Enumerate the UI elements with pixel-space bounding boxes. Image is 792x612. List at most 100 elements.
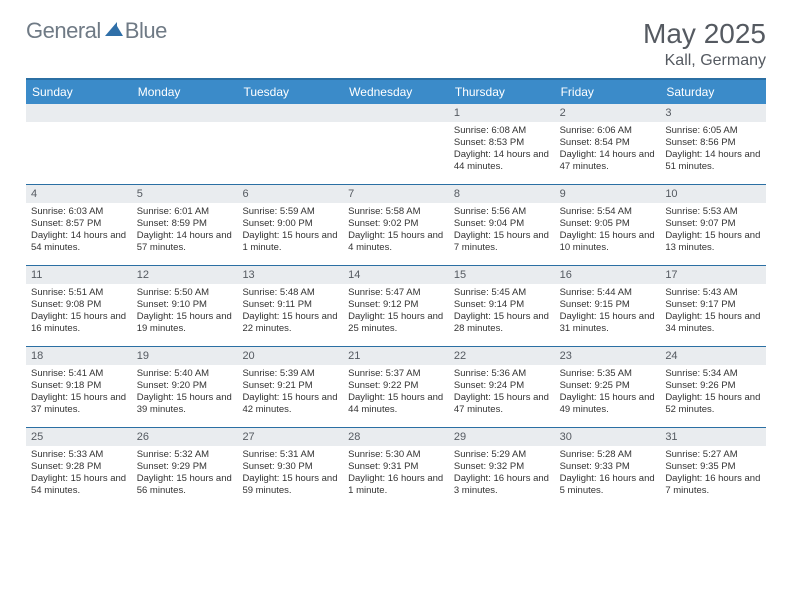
day-number: 13 [237,266,343,284]
date-body-row: Sunrise: 6:03 AM Sunset: 8:57 PM Dayligh… [26,203,766,265]
day-number: 22 [449,347,555,365]
day-detail: Sunrise: 5:39 AM Sunset: 9:21 PM Dayligh… [237,365,343,427]
day-detail: Sunrise: 6:05 AM Sunset: 8:56 PM Dayligh… [660,122,766,184]
calendar: Sunday Monday Tuesday Wednesday Thursday… [26,78,766,508]
day-number: 12 [132,266,238,284]
logo-text-1: General [26,18,101,44]
day-detail: Sunrise: 5:53 AM Sunset: 9:07 PM Dayligh… [660,203,766,265]
weeks-container: 123Sunrise: 6:08 AM Sunset: 8:53 PM Dayl… [26,104,766,508]
title-block: May 2025 Kall, Germany [643,18,766,70]
date-number-row: 25262728293031 [26,428,766,446]
day-detail: Sunrise: 5:28 AM Sunset: 9:33 PM Dayligh… [555,446,661,508]
day-detail [237,122,343,184]
day-number: 27 [237,428,343,446]
day-number: 10 [660,185,766,203]
day-number: 31 [660,428,766,446]
day-detail: Sunrise: 6:06 AM Sunset: 8:54 PM Dayligh… [555,122,661,184]
day-number: 3 [660,104,766,122]
day-number: 8 [449,185,555,203]
day-number: 17 [660,266,766,284]
day-detail: Sunrise: 6:08 AM Sunset: 8:53 PM Dayligh… [449,122,555,184]
day-detail: Sunrise: 5:36 AM Sunset: 9:24 PM Dayligh… [449,365,555,427]
day-number [343,104,449,122]
day-number: 15 [449,266,555,284]
header: General Blue May 2025 Kall, Germany [26,18,766,70]
logo: General Blue [26,18,167,44]
day-number: 1 [449,104,555,122]
day-detail: Sunrise: 5:44 AM Sunset: 9:15 PM Dayligh… [555,284,661,346]
weekday-label: Tuesday [237,80,343,104]
date-number-row: 11121314151617 [26,266,766,284]
day-number [132,104,238,122]
day-detail: Sunrise: 5:29 AM Sunset: 9:32 PM Dayligh… [449,446,555,508]
day-number: 6 [237,185,343,203]
day-number: 11 [26,266,132,284]
day-number: 4 [26,185,132,203]
day-detail: Sunrise: 5:43 AM Sunset: 9:17 PM Dayligh… [660,284,766,346]
day-number: 25 [26,428,132,446]
day-detail: Sunrise: 5:33 AM Sunset: 9:28 PM Dayligh… [26,446,132,508]
day-detail: Sunrise: 5:51 AM Sunset: 9:08 PM Dayligh… [26,284,132,346]
day-number: 24 [660,347,766,365]
day-detail [343,122,449,184]
day-number: 9 [555,185,661,203]
day-number: 23 [555,347,661,365]
day-detail: Sunrise: 5:41 AM Sunset: 9:18 PM Dayligh… [26,365,132,427]
week: 123Sunrise: 6:08 AM Sunset: 8:53 PM Dayl… [26,104,766,185]
day-number: 19 [132,347,238,365]
day-detail [132,122,238,184]
date-body-row: Sunrise: 5:33 AM Sunset: 9:28 PM Dayligh… [26,446,766,508]
day-number: 20 [237,347,343,365]
day-detail: Sunrise: 5:34 AM Sunset: 9:26 PM Dayligh… [660,365,766,427]
day-detail: Sunrise: 5:35 AM Sunset: 9:25 PM Dayligh… [555,365,661,427]
date-number-row: 18192021222324 [26,347,766,365]
day-detail: Sunrise: 6:01 AM Sunset: 8:59 PM Dayligh… [132,203,238,265]
day-detail [26,122,132,184]
logo-text-2: Blue [125,18,167,44]
week: 45678910Sunrise: 6:03 AM Sunset: 8:57 PM… [26,185,766,266]
weekday-label: Friday [555,80,661,104]
weekday-label: Wednesday [343,80,449,104]
day-detail: Sunrise: 5:56 AM Sunset: 9:04 PM Dayligh… [449,203,555,265]
day-number: 21 [343,347,449,365]
day-detail: Sunrise: 5:45 AM Sunset: 9:14 PM Dayligh… [449,284,555,346]
day-detail: Sunrise: 5:59 AM Sunset: 9:00 PM Dayligh… [237,203,343,265]
weekday-label: Thursday [449,80,555,104]
day-number: 16 [555,266,661,284]
day-number [237,104,343,122]
date-body-row: Sunrise: 5:41 AM Sunset: 9:18 PM Dayligh… [26,365,766,427]
weekday-header: Sunday Monday Tuesday Wednesday Thursday… [26,80,766,104]
day-number: 28 [343,428,449,446]
day-number: 30 [555,428,661,446]
day-detail: Sunrise: 5:47 AM Sunset: 9:12 PM Dayligh… [343,284,449,346]
date-number-row: 123 [26,104,766,122]
location-subtitle: Kall, Germany [643,52,766,70]
logo-sail-icon [103,18,123,44]
day-number: 2 [555,104,661,122]
day-number: 29 [449,428,555,446]
date-body-row: Sunrise: 6:08 AM Sunset: 8:53 PM Dayligh… [26,122,766,184]
week: 11121314151617Sunrise: 5:51 AM Sunset: 9… [26,266,766,347]
day-number [26,104,132,122]
weekday-label: Monday [132,80,238,104]
day-detail: Sunrise: 5:31 AM Sunset: 9:30 PM Dayligh… [237,446,343,508]
week: 18192021222324Sunrise: 5:41 AM Sunset: 9… [26,347,766,428]
day-detail: Sunrise: 5:32 AM Sunset: 9:29 PM Dayligh… [132,446,238,508]
day-number: 26 [132,428,238,446]
day-detail: Sunrise: 5:54 AM Sunset: 9:05 PM Dayligh… [555,203,661,265]
week: 25262728293031Sunrise: 5:33 AM Sunset: 9… [26,428,766,508]
weekday-label: Sunday [26,80,132,104]
date-number-row: 45678910 [26,185,766,203]
day-number: 5 [132,185,238,203]
weekday-label: Saturday [660,80,766,104]
day-detail: Sunrise: 5:27 AM Sunset: 9:35 PM Dayligh… [660,446,766,508]
page-title: May 2025 [643,18,766,50]
day-detail: Sunrise: 5:50 AM Sunset: 9:10 PM Dayligh… [132,284,238,346]
day-number: 7 [343,185,449,203]
page: General Blue May 2025 Kall, Germany Sund… [0,0,792,508]
day-number: 14 [343,266,449,284]
day-detail: Sunrise: 5:58 AM Sunset: 9:02 PM Dayligh… [343,203,449,265]
day-number: 18 [26,347,132,365]
date-body-row: Sunrise: 5:51 AM Sunset: 9:08 PM Dayligh… [26,284,766,346]
day-detail: Sunrise: 5:40 AM Sunset: 9:20 PM Dayligh… [132,365,238,427]
